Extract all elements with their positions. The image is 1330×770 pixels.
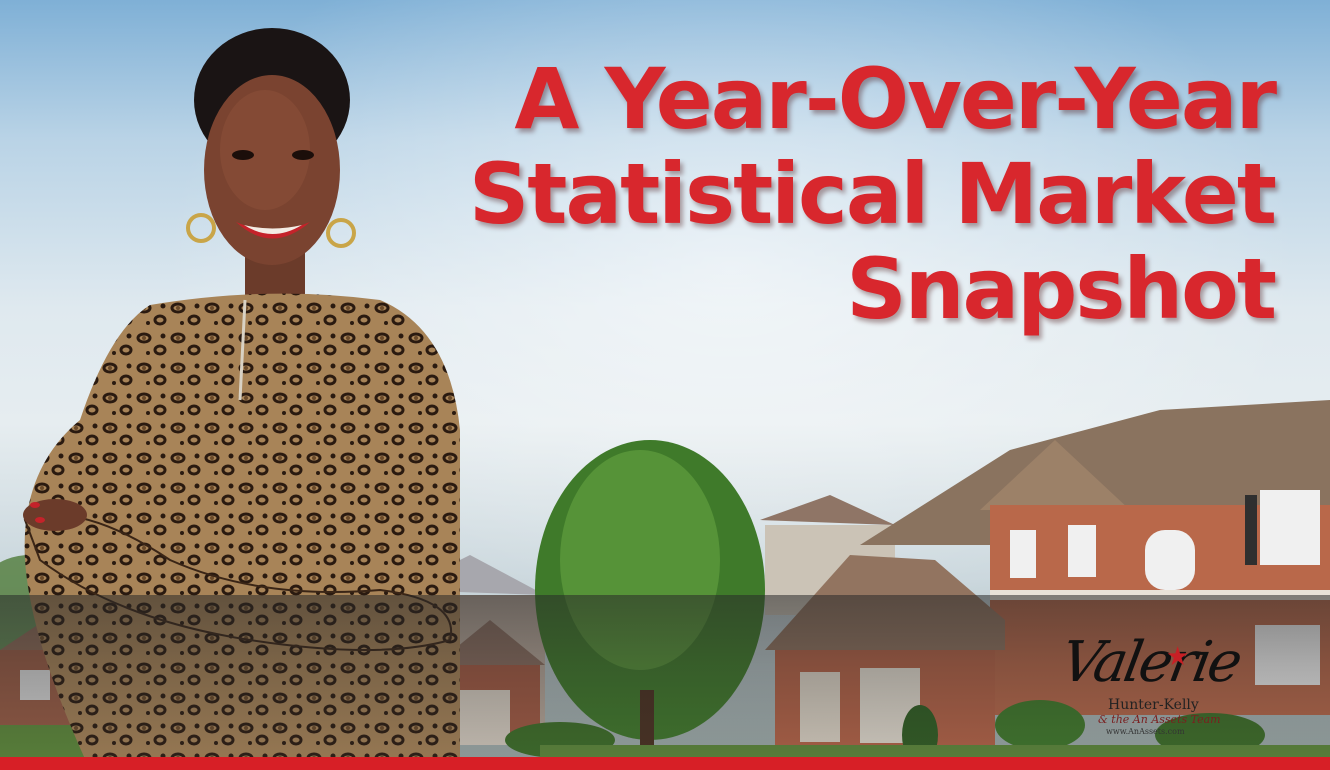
house-window	[1010, 530, 1036, 578]
shaded-band	[0, 595, 1330, 770]
person-teeth	[244, 225, 302, 234]
person-earring	[326, 218, 356, 248]
person-face-highlight	[220, 90, 310, 210]
house-window	[1068, 525, 1096, 577]
logo-website: www.AnAssets.com	[1106, 727, 1185, 736]
house-window	[1260, 490, 1320, 565]
person-nail	[30, 502, 40, 508]
title-line-1: A Year-Over-Year	[514, 50, 1277, 148]
house-shutter	[1245, 495, 1257, 565]
house-window	[1145, 530, 1195, 590]
house-back-roof	[760, 495, 895, 525]
person-eye	[232, 150, 254, 160]
agent-logo: Valerie ★ Hunter-Kelly & the An Assets T…	[1038, 620, 1244, 750]
person-nail	[35, 517, 45, 523]
accent-bar	[0, 757, 1330, 770]
house-main-gable	[980, 440, 1130, 510]
person-hand	[23, 499, 87, 531]
person-zipper	[238, 299, 247, 401]
title-line-2: Statistical Market	[468, 145, 1277, 243]
star-icon: ★	[1166, 642, 1190, 672]
logo-name: Hunter-Kelly	[1108, 697, 1199, 713]
person-earring	[186, 213, 216, 243]
page-title: A Year-Over-Year Statistical Market Snap…	[415, 50, 1277, 338]
logo-script: Valerie	[1056, 630, 1245, 695]
person-eye	[292, 150, 314, 160]
logo-team: & the An Assets Team	[1098, 713, 1221, 726]
title-line-3: Snapshot	[846, 240, 1277, 338]
